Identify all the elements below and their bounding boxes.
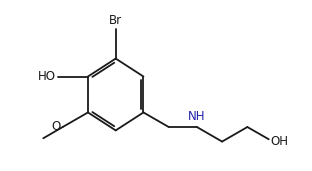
- Text: HO: HO: [38, 70, 56, 83]
- Text: NH: NH: [188, 110, 206, 123]
- Text: O: O: [51, 120, 61, 133]
- Text: OH: OH: [271, 135, 289, 148]
- Text: Br: Br: [109, 14, 122, 27]
